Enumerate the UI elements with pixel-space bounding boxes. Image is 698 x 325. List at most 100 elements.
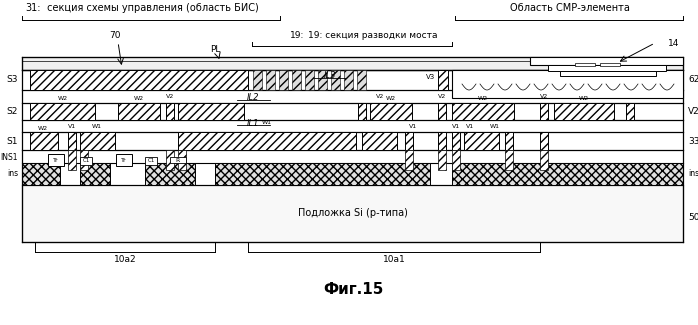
- Bar: [595, 70, 604, 90]
- Text: W2: W2: [579, 96, 589, 100]
- Bar: [438, 132, 446, 150]
- Text: Область СМР-элемента: Область СМР-элемента: [510, 3, 630, 13]
- Bar: [80, 150, 88, 170]
- Bar: [292, 70, 301, 90]
- Bar: [465, 70, 474, 90]
- Bar: [673, 70, 682, 90]
- Bar: [478, 70, 487, 90]
- Bar: [116, 154, 132, 166]
- Text: V2: V2: [540, 94, 548, 98]
- Bar: [517, 70, 526, 90]
- Bar: [505, 132, 513, 150]
- Text: V2: V2: [438, 94, 446, 98]
- Bar: [80, 132, 115, 150]
- Bar: [22, 163, 60, 185]
- Bar: [540, 150, 548, 170]
- Text: W2: W2: [386, 96, 396, 100]
- Bar: [556, 70, 565, 90]
- Bar: [68, 150, 76, 170]
- Bar: [634, 70, 643, 90]
- Bar: [554, 103, 614, 120]
- Text: 19: секция разводки моста: 19: секция разводки моста: [308, 31, 438, 40]
- Text: W2: W2: [58, 96, 68, 100]
- Bar: [358, 103, 366, 120]
- Bar: [362, 132, 397, 150]
- Text: 10a1: 10a1: [383, 255, 406, 265]
- Bar: [170, 157, 186, 163]
- Bar: [621, 70, 630, 90]
- Bar: [575, 63, 595, 66]
- Bar: [405, 132, 413, 150]
- Text: 19:: 19:: [290, 31, 304, 40]
- Bar: [80, 157, 92, 165]
- Bar: [452, 132, 460, 150]
- Bar: [68, 132, 76, 150]
- Bar: [452, 70, 683, 98]
- Bar: [560, 71, 656, 76]
- Bar: [464, 132, 499, 150]
- Text: C1: C1: [147, 159, 155, 163]
- Text: V3: V3: [426, 74, 435, 80]
- Text: 10a2: 10a2: [114, 255, 136, 265]
- Text: 14: 14: [668, 38, 679, 47]
- Bar: [540, 103, 548, 120]
- Bar: [305, 70, 314, 90]
- Bar: [438, 103, 446, 120]
- Text: V2: V2: [688, 107, 698, 115]
- Bar: [344, 70, 353, 90]
- Text: S1: S1: [6, 136, 18, 146]
- Bar: [30, 103, 95, 120]
- Text: S3: S3: [6, 75, 18, 84]
- Text: W1: W1: [490, 124, 500, 128]
- Bar: [548, 65, 666, 71]
- Text: V1: V1: [409, 124, 417, 128]
- Bar: [505, 150, 513, 170]
- Text: C1: C1: [82, 159, 89, 163]
- Text: IL3: IL3: [324, 72, 336, 81]
- Text: W2: W2: [134, 96, 144, 100]
- Bar: [215, 163, 430, 185]
- Bar: [452, 150, 460, 170]
- Bar: [438, 70, 448, 90]
- Bar: [266, 70, 275, 90]
- Bar: [452, 163, 683, 185]
- Bar: [530, 57, 683, 65]
- Bar: [405, 150, 413, 170]
- Bar: [452, 70, 461, 90]
- Bar: [279, 70, 288, 90]
- Bar: [438, 150, 446, 170]
- Text: R: R: [176, 158, 180, 162]
- Bar: [178, 103, 244, 120]
- Text: IL1: IL1: [247, 119, 259, 127]
- Bar: [118, 103, 160, 120]
- Bar: [582, 70, 591, 90]
- Bar: [452, 103, 514, 120]
- Text: 50a: 50a: [688, 214, 698, 223]
- Text: ins: ins: [7, 170, 18, 178]
- Text: V1: V1: [68, 124, 76, 128]
- Text: IL2: IL2: [247, 94, 259, 102]
- Bar: [543, 70, 552, 90]
- Bar: [253, 70, 262, 90]
- Text: 33c: 33c: [688, 136, 698, 146]
- Bar: [504, 70, 513, 90]
- Text: секция схемы управления (область БИС): секция схемы управления (область БИС): [44, 3, 259, 13]
- Bar: [178, 150, 186, 170]
- Bar: [166, 103, 174, 120]
- Bar: [600, 63, 620, 66]
- Bar: [357, 70, 366, 90]
- Text: V2: V2: [166, 94, 174, 98]
- Text: 31:: 31:: [25, 3, 40, 13]
- Bar: [626, 103, 634, 120]
- Text: Фиг.15: Фиг.15: [322, 282, 383, 297]
- Text: Tr: Tr: [121, 158, 127, 162]
- Text: INS1: INS1: [1, 153, 18, 162]
- Bar: [370, 103, 412, 120]
- Bar: [608, 70, 617, 90]
- Bar: [48, 154, 64, 166]
- Text: W2: W2: [38, 125, 48, 131]
- Text: Tr: Tr: [53, 158, 59, 162]
- Bar: [331, 70, 340, 90]
- Bar: [318, 70, 327, 90]
- Text: Подложка Si (р-типа): Подложка Si (р-типа): [298, 208, 408, 218]
